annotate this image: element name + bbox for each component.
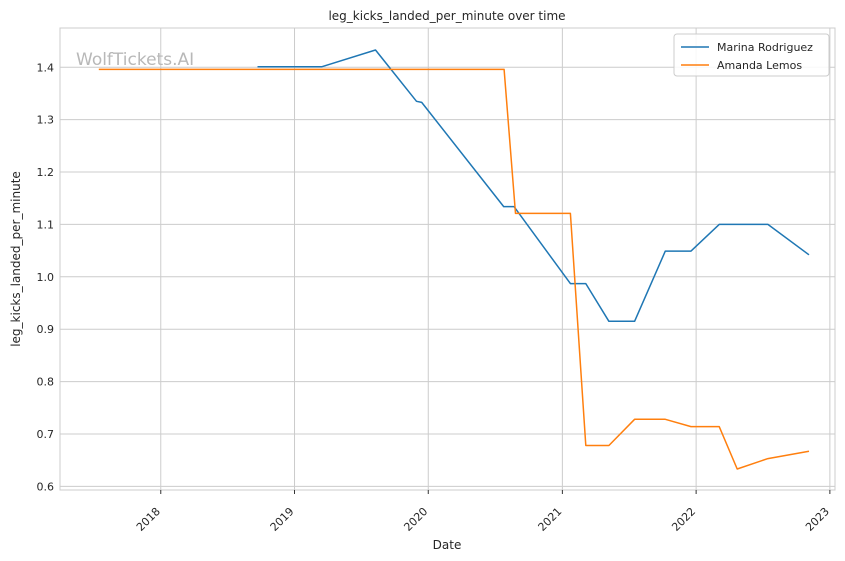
y-axis-title: leg_kicks_landed_per_minute: [9, 171, 23, 347]
y-tick-label: 1.2: [37, 166, 55, 179]
x-tick-label: 2020: [401, 505, 430, 534]
y-tick-label: 0.6: [37, 480, 55, 493]
plot-area-frame: [59, 27, 836, 491]
legend-entry: Marina Rodriguez: [717, 41, 813, 54]
y-tick-label: 0.7: [37, 428, 55, 441]
y-tick-label: 0.8: [37, 376, 55, 389]
chart-title: leg_kicks_landed_per_minute over time: [328, 9, 565, 23]
x-tick-label: 2019: [268, 505, 297, 534]
x-tick-label: 2023: [803, 505, 832, 534]
legend-entry: Amanda Lemos: [717, 59, 802, 72]
series-lines: [98, 49, 810, 470]
x-tick-label: 2018: [134, 505, 163, 534]
watermark: WolfTickets.AI: [76, 50, 194, 70]
series-line-marina-rodriguez: [257, 49, 810, 323]
y-tick-label: 1.0: [37, 271, 55, 284]
y-tick-label: 1.1: [37, 218, 55, 231]
y-axis-ticks: 0.6 0.7 0.8 0.9 1.0 1.1 1.2 1.3 1.4: [37, 61, 55, 493]
series-line-amanda-lemos: [98, 68, 810, 470]
x-tick-label: 2021: [536, 505, 565, 534]
y-tick-label: 1.4: [37, 61, 55, 74]
y-tick-label: 0.9: [37, 323, 55, 336]
legend-box: [673, 33, 830, 77]
y-tick-label: 1.3: [37, 114, 55, 127]
legend: Marina Rodriguez Amanda Lemos: [673, 33, 830, 77]
x-axis-title: Date: [433, 538, 462, 552]
x-axis-ticks: 2018 2019 2020 2021 2022 2023: [134, 490, 832, 534]
x-tick-label: 2022: [669, 505, 698, 534]
grid: [60, 28, 835, 490]
